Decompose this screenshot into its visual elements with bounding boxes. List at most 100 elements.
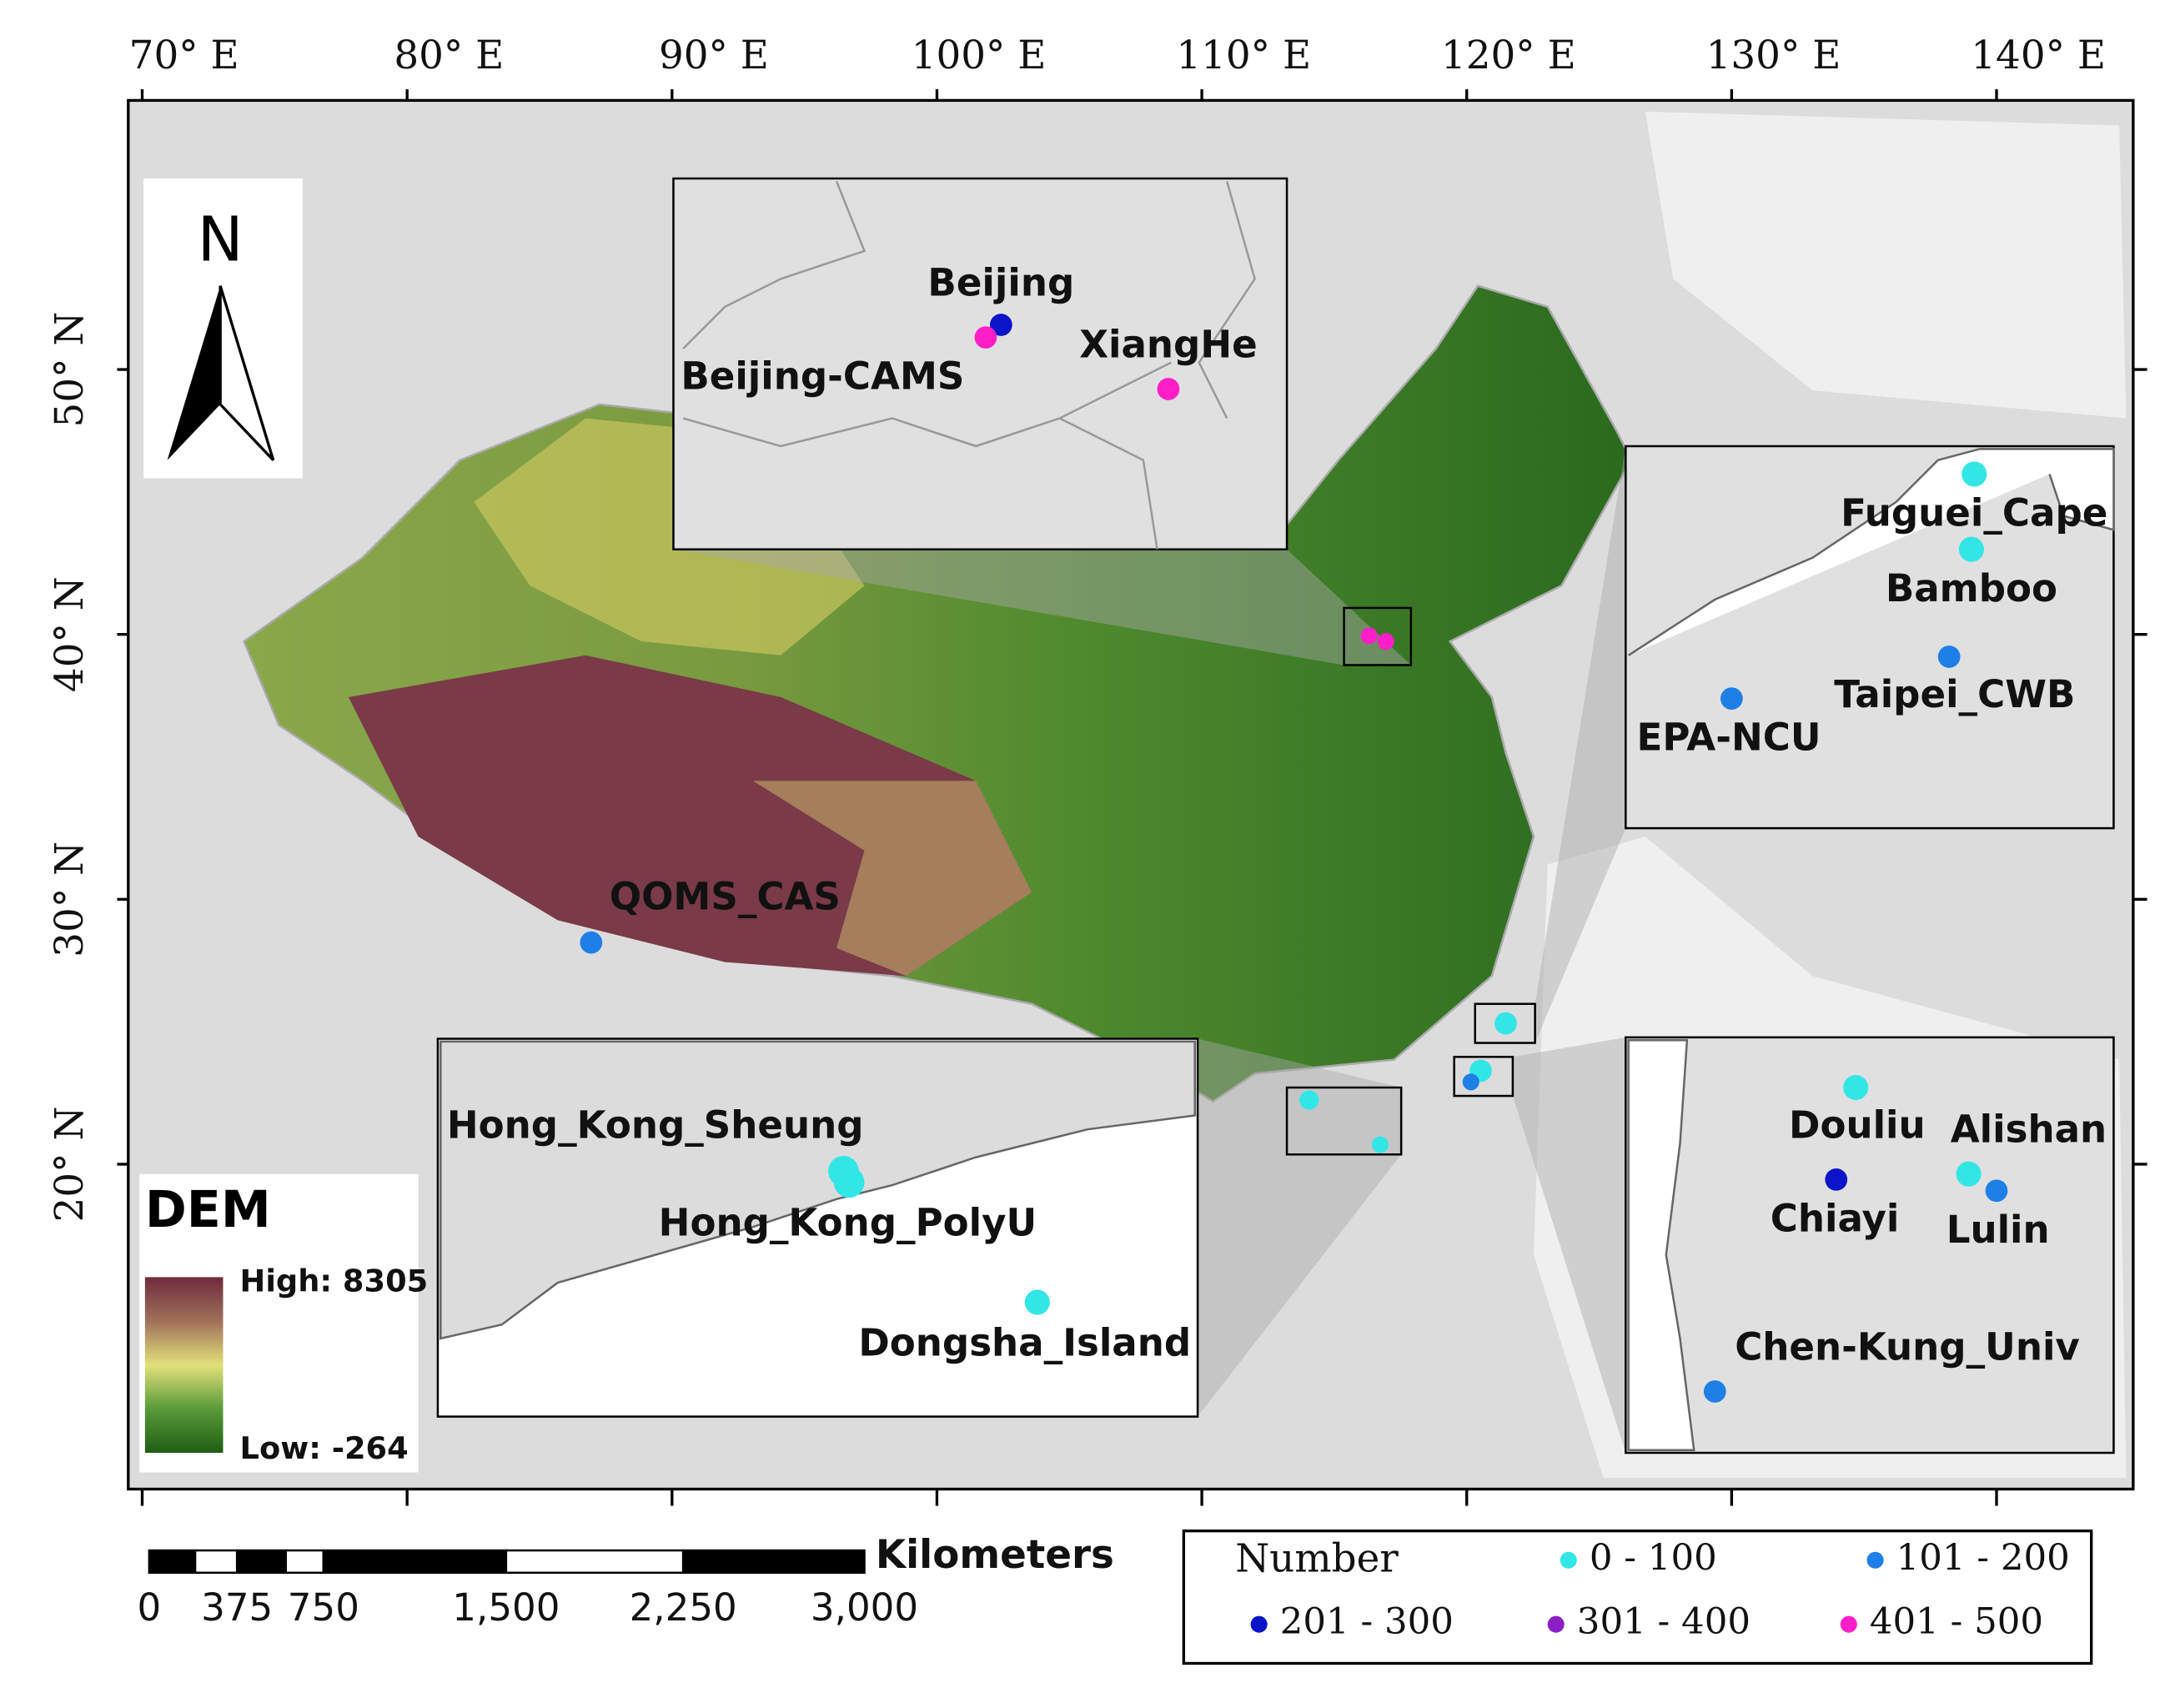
lon-label: 110° E: [1176, 33, 1311, 78]
scale-bar: [148, 1549, 866, 1575]
north-arrow: [167, 285, 221, 460]
north-label: N: [198, 205, 244, 276]
lat-label: 30° N: [48, 841, 93, 957]
inset-wedge: [1535, 446, 1626, 1043]
station-dot: [580, 931, 603, 954]
station-label: Chen-Kung_Univ: [1735, 1324, 2080, 1369]
station-dot: [1299, 1090, 1319, 1110]
dem-slope: [752, 781, 1032, 977]
scale-segment: [284, 1549, 325, 1575]
dem-low: Low: -264: [240, 1430, 409, 1466]
station-dot: [1962, 461, 1987, 487]
station-dot: [1024, 1289, 1050, 1315]
locator-box: [1474, 1002, 1536, 1044]
legend-swatch: [1250, 1615, 1268, 1633]
legend-swatch: [1840, 1615, 1857, 1633]
station-dot: [1937, 646, 1961, 668]
scale-label: 1,500: [452, 1585, 560, 1630]
legend-swatch: [1547, 1615, 1565, 1633]
inset-beijing: [672, 177, 1288, 550]
station-label: Hong_Kong_Sheung: [447, 1103, 864, 1148]
station-dot: [1372, 1136, 1389, 1153]
scale-segment: [235, 1549, 287, 1575]
inset-coast: [1627, 448, 2115, 656]
legend-label: 101 - 200: [1896, 1537, 2070, 1579]
dem-high: High: 8305: [240, 1263, 429, 1299]
station-label: EPA-NCU: [1637, 716, 1821, 760]
legend-swatch: [1560, 1551, 1577, 1569]
station-dot: [1843, 1074, 1869, 1101]
station-label: Douliu: [1789, 1103, 1926, 1148]
inset-wedge: [673, 549, 1411, 666]
dynamic-layer: 70° E 80° E 90° E 100° E 110° E 120° E 130° E 1…: [48, 33, 2147, 1643]
scale-unit: Kilometers: [876, 1533, 1114, 1578]
locator-box: [1453, 1055, 1514, 1098]
north-arrow: [219, 285, 275, 461]
lon-label: 120° E: [1441, 33, 1576, 78]
station-dot: [1157, 378, 1180, 400]
station-label: Bamboo: [1886, 566, 2057, 610]
scale-label: 0: [138, 1585, 162, 1630]
station-dot: [974, 326, 997, 349]
scale-segment: [193, 1549, 239, 1575]
locator-box: [1285, 1086, 1403, 1156]
station-dot: [989, 314, 1012, 336]
scale-segment: [148, 1549, 197, 1575]
station-label: Fuguei_Cape: [1841, 491, 2107, 535]
number-legend-title: Number: [1235, 1536, 1399, 1581]
inset-boundary: [682, 180, 1256, 550]
station-label: QOMS_CAS: [610, 874, 841, 918]
inset-coast: [1627, 1038, 1695, 1451]
station-label: Taipei_CWB: [1834, 672, 2075, 716]
lat-label: 20° N: [48, 1107, 93, 1223]
lon-label: 70° E: [129, 33, 239, 78]
station-dot: [1985, 1179, 2008, 1203]
lon-label: 100° E: [912, 33, 1047, 78]
scale-label: 3,000: [811, 1585, 918, 1630]
station-dot: [1462, 1073, 1479, 1091]
station-dot: [833, 1167, 865, 1198]
scale-segment: [505, 1549, 685, 1575]
station-dot: [1956, 1161, 1982, 1187]
lon-label: 80° E: [394, 33, 504, 78]
lon-label: 140° E: [1971, 33, 2106, 78]
station-label: Chiayi: [1771, 1197, 1900, 1241]
legend-label: 401 - 500: [1870, 1601, 2043, 1643]
inset-land: [440, 1040, 1196, 1340]
scale-segment: [681, 1549, 866, 1575]
lon-label: 90° E: [659, 33, 769, 78]
inset-wedge: [1198, 1038, 1402, 1417]
station-dot: [1825, 1168, 1848, 1191]
locator-box: [1343, 606, 1413, 666]
station-label: Alishan: [1951, 1108, 2107, 1152]
station-label: Hong_Kong_PolyU: [659, 1201, 1037, 1245]
legend-label: 0 - 100: [1590, 1537, 1717, 1579]
station-dot: [1377, 633, 1394, 651]
station-label: XiangHe: [1079, 322, 1258, 366]
station-dot: [1703, 1380, 1726, 1403]
legend-label: 301 - 400: [1577, 1601, 1751, 1643]
station-label: Beijing: [927, 261, 1074, 305]
inset-taiwan-south: [1625, 1036, 2115, 1454]
station-label: Beijing-CAMS: [681, 354, 964, 399]
scale-label: 2,250: [630, 1585, 737, 1630]
scale-label: 750: [288, 1585, 359, 1630]
station-label: Lulin: [1946, 1208, 2050, 1252]
lat-label: 50° N: [48, 312, 93, 428]
inset-taiwan-north: [1625, 445, 2115, 830]
lon-label: 130° E: [1706, 33, 1841, 78]
scale-label: 375: [201, 1585, 273, 1630]
station-dot: [1720, 687, 1743, 710]
station-dot: [1494, 1012, 1517, 1035]
legend-label: 201 - 300: [1280, 1601, 1454, 1643]
scale-segment: [322, 1549, 508, 1575]
dem-legend-title: DEM: [145, 1181, 271, 1239]
station-dot: [1360, 627, 1378, 645]
inset-wedge: [1512, 1037, 1626, 1454]
lat-label: 40° N: [48, 576, 93, 692]
station-dot: [1958, 536, 1984, 562]
dem-color-ramp: [144, 1277, 224, 1454]
legend-swatch: [1866, 1551, 1884, 1569]
station-label: Dongsha_Island: [858, 1320, 1191, 1364]
